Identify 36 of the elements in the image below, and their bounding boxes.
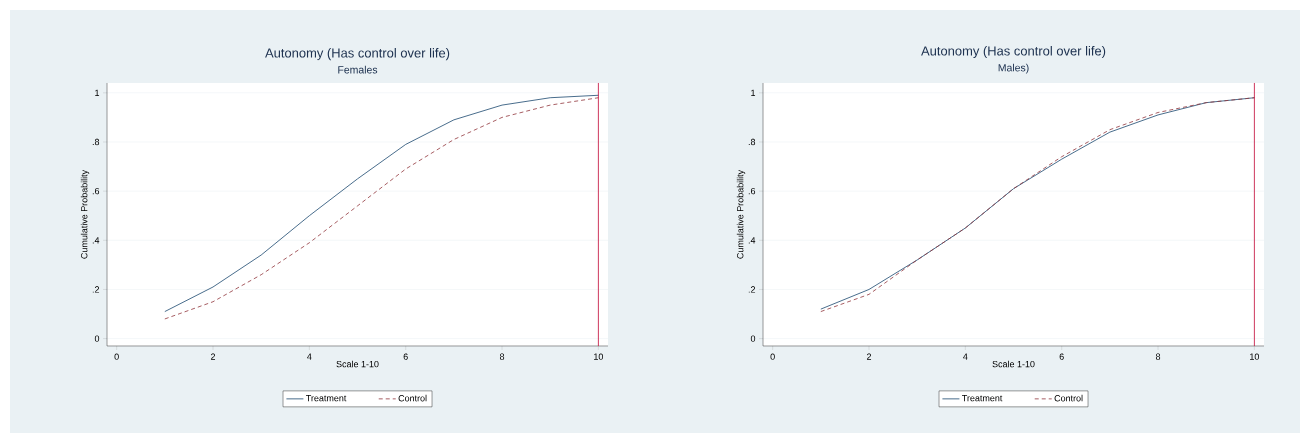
x-tick-label: 10 xyxy=(1250,353,1260,360)
y-tick-label: .6 xyxy=(92,187,100,195)
x-tick-label: 10 xyxy=(594,353,604,360)
x-tick-label: 8 xyxy=(1155,353,1161,360)
x-tick-label: 8 xyxy=(499,353,505,360)
y-tick-label: 0 xyxy=(750,335,756,342)
y-axis-title: Cumulative Probability xyxy=(80,169,90,259)
y-tick-label: .8 xyxy=(748,138,756,146)
y-tick-label: .4 xyxy=(92,237,100,244)
y-tick-label: .2 xyxy=(92,286,100,293)
y-tick-label: 1 xyxy=(751,89,756,96)
x-axis-title: Scale 1-10 xyxy=(992,360,1035,368)
x-tick-label: 4 xyxy=(307,353,312,360)
y-tick-label: .4 xyxy=(748,237,756,244)
y-axis-title: Cumulative Probability xyxy=(736,169,746,259)
y-tick-label: .2 xyxy=(748,286,756,293)
chart-title: Autonomy (Has control over life) xyxy=(265,48,450,61)
y-tick-label: .6 xyxy=(748,187,756,195)
chart-title: Autonomy (Has control over life) xyxy=(921,45,1106,59)
x-tick-label: 2 xyxy=(210,353,216,360)
x-tick-label: 2 xyxy=(866,353,872,360)
y-tick-label: 1 xyxy=(95,89,100,96)
legend-label: Control xyxy=(1054,394,1083,402)
x-tick-label: 4 xyxy=(963,353,968,360)
x-axis-title: Scale 1-10 xyxy=(336,360,379,368)
legend-label: Treatment xyxy=(962,395,1003,402)
legend-label: Treatment xyxy=(306,395,347,402)
y-tick-label: .8 xyxy=(92,138,100,146)
x-tick-label: 0 xyxy=(770,353,775,360)
x-tick-label: 6 xyxy=(1059,353,1064,360)
chart-subtitle: Males) xyxy=(998,63,1029,74)
legend-label: Control xyxy=(398,394,427,402)
y-tick-label: 0 xyxy=(94,335,100,342)
chart-subtitle: Females xyxy=(338,65,378,74)
x-tick-label: 6 xyxy=(403,353,408,360)
x-tick-label: 0 xyxy=(114,353,119,360)
